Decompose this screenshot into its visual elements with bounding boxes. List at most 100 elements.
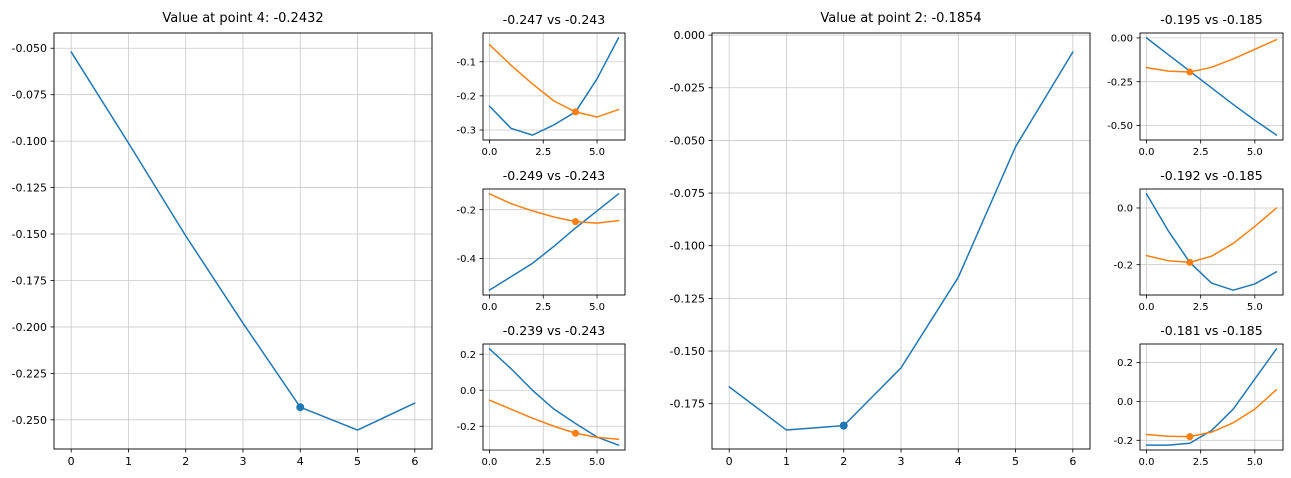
series-line-reference [1145,207,1278,264]
subchart-right-3: -0.181 vs -0.185 0.0 2.5 5.0 0.2 0.0 -0.2 [1113,321,1284,468]
series-line-perturbed [488,348,620,446]
axes-frame [53,32,433,450]
y-tick-label: -0.200 [12,321,47,334]
x-tick-label: 5.0 [1247,147,1263,158]
y-tick-label: -0.2 [456,205,476,216]
highlight-marker-dot [1186,258,1194,266]
series-line-reference [1145,38,1278,73]
y-tick-label: -0.075 [12,89,47,102]
x-tick-label: 0.0 [1139,457,1155,468]
series-line-reference [1145,388,1278,438]
chart-title: -0.247 vs -0.243 [502,12,606,27]
x-tick-label: 2.5 [1193,147,1209,158]
plot-area: 0.0 2.5 5.0 0.00 -0.25 -0.50 [1107,32,1284,158]
y-tick-label: -0.2 [456,422,476,433]
x-tick-label: 0 [68,455,75,468]
y-tick-label: -0.025 [670,82,705,95]
y-tick-label: -0.2 [456,91,476,102]
plot-area: 0 1 2 3 4 5 6 -0.050 -0.075 -0.100 -0.125 -0.150 -0.… [12,32,433,468]
plot-area: 0 1 2 3 4 5 6 0.000 -0.025 -0.050 -0.075 -0.100 -0.1… [670,29,1091,468]
y-tick-label: -0.2 [1113,260,1133,271]
y-tick-label: -0.175 [670,398,705,411]
y-tick-label: -0.175 [12,274,47,287]
y-tick-label: 0.00 [1111,34,1133,45]
y-tick-label: -0.125 [670,292,705,305]
subchart-left-3: -0.239 vs -0.243 0.0 2.5 5.0 0.2 0.0 -0.2 [456,321,626,468]
axes-frame [482,32,626,141]
x-tick-label: 3 [240,455,247,468]
x-tick-label: 5 [354,455,361,468]
highlight-marker-dot [839,421,848,430]
series-line-perturbed [488,37,620,136]
x-tick-label: 5.0 [1247,457,1263,468]
y-tick-label: -0.50 [1107,121,1133,132]
plot-area: 0.0 2.5 5.0 -0.1 -0.2 -0.3 [456,32,626,158]
x-tick-label: 3 [898,455,905,468]
chart-title: -0.249 vs -0.243 [502,168,606,183]
x-tick-label: 2 [840,455,847,468]
highlight-marker-dot [1186,433,1194,441]
y-tick-label: -0.100 [670,240,705,253]
subchart-left-2: -0.249 vs -0.243 0.0 2.5 5.0 -0.2 -0.4 [456,166,626,313]
y-tick-label: -0.1 [456,57,476,68]
y-tick-label: 0.2 [460,350,476,361]
x-tick-label: 5.0 [589,302,605,313]
y-tick-label: 0.0 [1117,397,1133,408]
y-tick-label: 0.2 [1117,358,1133,369]
x-tick-label: 0.0 [1139,302,1155,313]
x-tick-label: 5.0 [1247,302,1263,313]
series-line-perturbed [1145,193,1278,291]
series-line-perturbed [1145,348,1278,446]
x-tick-label: 4 [955,455,962,468]
chart-title: -0.195 vs -0.185 [1160,12,1263,27]
series-line-reference [488,399,620,440]
x-tick-label: 2.5 [535,147,551,158]
x-tick-label: 2.5 [535,457,551,468]
x-tick-label: 2.5 [1193,302,1209,313]
chart-title: -0.239 vs -0.243 [502,323,606,338]
series-line-reference [488,43,620,118]
chart-title: Value at point 2: -0.1854 [820,11,982,26]
y-tick-label: 0.000 [674,29,706,42]
y-tick-label: 0.0 [460,386,476,397]
main-chart-left: Value at point 4: -0.2432 0 1 2 3 4 5 6 -0.050 -… [12,8,433,468]
axes-frame [1139,343,1284,451]
chart-title: -0.192 vs -0.185 [1160,168,1263,183]
x-tick-label: 0.0 [482,457,498,468]
y-tick-label: -0.100 [12,135,47,148]
x-tick-label: 1 [783,455,790,468]
y-tick-label: -0.125 [12,182,47,195]
series-line-perturbed [1145,37,1278,136]
y-tick-label: -0.150 [12,228,47,241]
x-tick-label: 6 [411,455,418,468]
highlight-marker-dot [572,429,580,437]
y-tick-label: -0.25 [1107,77,1133,88]
y-tick-label: -0.050 [12,42,47,55]
chart-title: Value at point 4: -0.2432 [162,11,324,26]
plot-area: 0.0 2.5 5.0 -0.2 -0.4 [456,188,626,313]
main-chart-right: Value at point 2: -0.1854 0 1 2 3 4 5 6 0.000 -0… [670,8,1091,468]
x-tick-label: 2.5 [535,302,551,313]
x-tick-label: 0.0 [1139,147,1155,158]
y-tick-label: -0.225 [12,367,47,380]
plot-area: 0.0 2.5 5.0 0.0 -0.2 [1113,188,1284,313]
axes-frame [482,188,626,296]
highlight-marker-dot [572,108,580,116]
x-tick-label: 5.0 [589,457,605,468]
subchart-right-2: -0.192 vs -0.185 0.0 2.5 5.0 0.0 -0.2 [1113,166,1284,313]
y-tick-label: -0.050 [670,134,705,147]
x-tick-label: 5.0 [589,147,605,158]
y-tick-label: -0.250 [12,414,47,427]
y-tick-label: -0.150 [670,345,705,358]
x-tick-label: 0.0 [482,302,498,313]
axes-frame [482,343,626,451]
axes-frame [1139,188,1284,296]
axes-frame [1139,32,1284,141]
y-tick-label: -0.4 [456,254,476,265]
x-tick-label: 0 [726,455,733,468]
series-line-perturbed [488,193,620,291]
x-tick-label: 0.0 [482,147,498,158]
series-line-value-curve [728,51,1074,431]
y-tick-label: -0.075 [670,187,705,200]
